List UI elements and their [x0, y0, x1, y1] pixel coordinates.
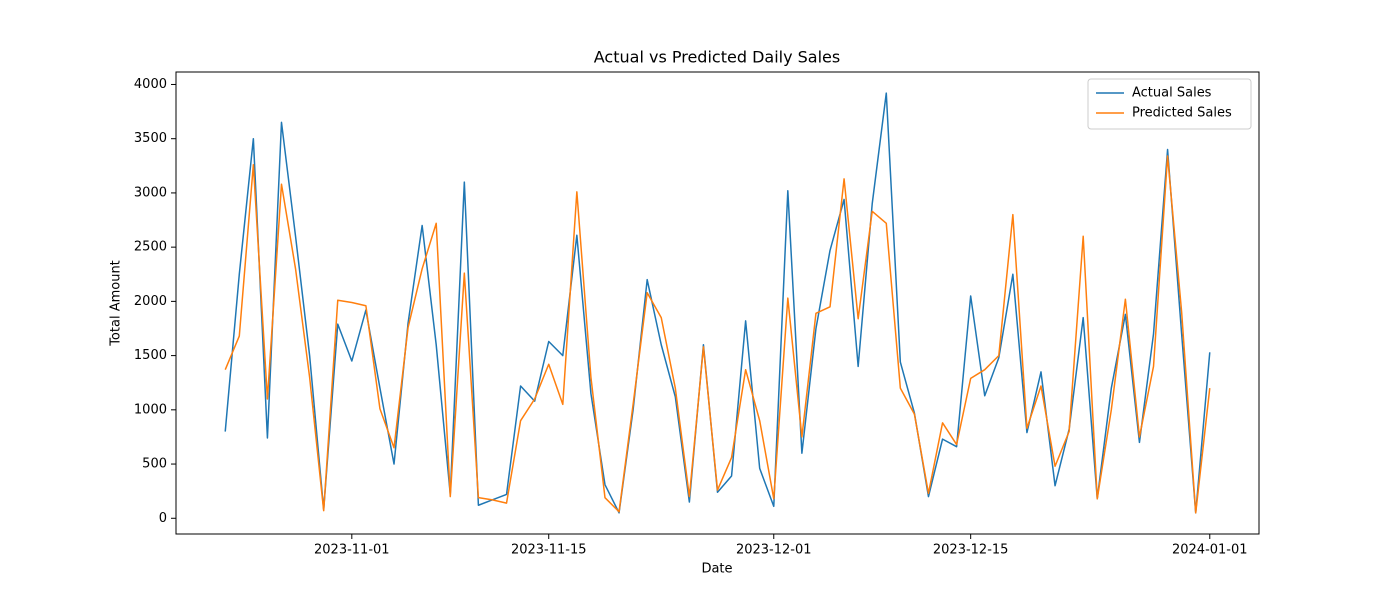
legend-box: [1087, 78, 1252, 130]
y-tick-label: 1500: [134, 348, 167, 363]
y-tick-label: 0: [159, 511, 167, 526]
y-tick-label: 500: [142, 457, 167, 472]
series-line: [224, 155, 1211, 514]
y-tick-label: 1000: [134, 402, 167, 417]
legend-label: Predicted Sales: [1132, 106, 1232, 121]
y-axis-label: Total Amount: [109, 260, 124, 347]
chart-title: Actual vs Predicted Daily Sales: [594, 48, 840, 67]
plot-frame: [175, 71, 1260, 535]
x-tick-label: 2023-11-01: [314, 543, 390, 558]
legend-label: Actual Sales: [1132, 86, 1212, 101]
y-tick-label: 3500: [134, 131, 167, 146]
x-tick-label: 2023-12-01: [736, 543, 812, 558]
y-tick-label: 4000: [134, 77, 167, 92]
x-tick-label: 2023-12-15: [933, 543, 1009, 558]
x-axis-label: Date: [701, 562, 732, 577]
x-tick-label: 2023-11-15: [511, 543, 587, 558]
y-tick-label: 3000: [134, 185, 167, 200]
y-tick-label: 2500: [134, 240, 167, 255]
y-tick-label: 2000: [134, 294, 167, 309]
x-tick-label: 2024-01-01: [1172, 543, 1248, 558]
